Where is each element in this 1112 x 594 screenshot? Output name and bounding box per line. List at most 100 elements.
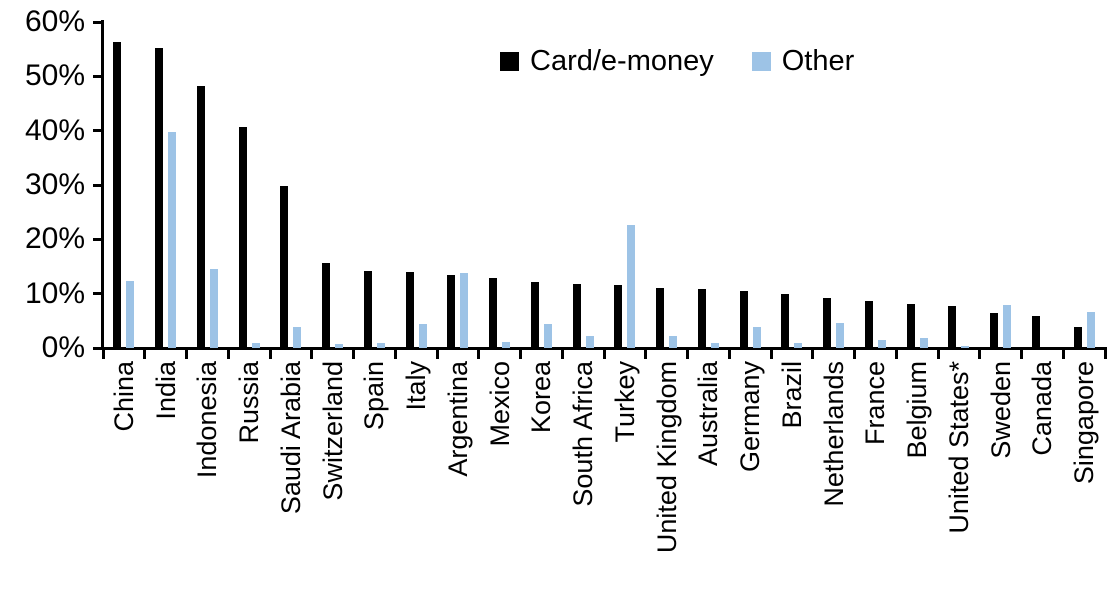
x-tick-7 bbox=[393, 350, 397, 359]
x-axis-label-australia: Australia bbox=[693, 361, 724, 467]
x-axis-label-argentina: Argentina bbox=[442, 361, 473, 477]
bar-other-brazil bbox=[794, 342, 803, 348]
y-axis-label-40: 40% bbox=[24, 113, 85, 147]
bar-group-italy bbox=[395, 22, 437, 348]
bar-group-spain bbox=[354, 22, 396, 348]
bar-card-e-money-switzerland bbox=[322, 263, 331, 348]
x-label-cell-canada: Canada bbox=[1022, 361, 1064, 594]
bar-group-united-states bbox=[938, 22, 980, 348]
x-label-cell-south-africa: South Africa bbox=[562, 361, 604, 594]
y-tick-30 bbox=[93, 183, 102, 187]
x-label-cell-korea: Korea bbox=[521, 361, 563, 594]
x-label-cell-sweden: Sweden bbox=[980, 361, 1022, 594]
x-label-cell-argentina: Argentina bbox=[437, 361, 479, 594]
x-tick-24 bbox=[1103, 350, 1107, 359]
x-label-cell-china: China bbox=[103, 361, 145, 594]
x-label-cell-belgium: Belgium bbox=[896, 361, 938, 594]
x-axis-label-indonesia: Indonesia bbox=[192, 361, 223, 479]
bar-group-india bbox=[145, 22, 187, 348]
legend-swatch-card-e-money bbox=[500, 51, 519, 71]
x-axis-label-belgium: Belgium bbox=[902, 361, 933, 459]
bar-group-switzerland bbox=[312, 22, 354, 348]
x-tick-17 bbox=[811, 350, 815, 359]
x-tick-0 bbox=[101, 350, 105, 359]
bar-group-germany bbox=[729, 22, 771, 348]
bar-group-argentina bbox=[437, 22, 479, 348]
bar-other-italy bbox=[418, 323, 427, 348]
bar-group-russia bbox=[228, 22, 270, 348]
x-axis-label-china: China bbox=[108, 361, 139, 432]
y-axis-label-30: 30% bbox=[24, 168, 85, 201]
x-tick-18 bbox=[853, 350, 856, 359]
x-axis-label-turkey: Turkey bbox=[609, 361, 640, 443]
bar-card-e-money-india bbox=[155, 48, 164, 348]
bar-group-canada bbox=[1022, 22, 1064, 348]
x-tick-4 bbox=[268, 350, 272, 359]
bar-card-e-money-korea bbox=[530, 282, 539, 348]
x-tick-11 bbox=[560, 350, 564, 359]
x-tick-21 bbox=[978, 350, 982, 359]
x-tick-22 bbox=[1020, 350, 1023, 359]
x-tick-2 bbox=[185, 350, 188, 359]
legend-label-card-e-money: Card/e-money bbox=[530, 44, 714, 77]
bar-card-e-money-argentina bbox=[447, 275, 456, 348]
x-label-cell-saudi-arabia: Saudi Arabia bbox=[270, 361, 312, 594]
x-label-cell-spain: Spain bbox=[354, 361, 396, 594]
x-tick-13 bbox=[644, 350, 648, 359]
bar-other-turkey bbox=[627, 225, 636, 348]
bar-other-russia bbox=[251, 342, 260, 348]
x-label-cell-australia: Australia bbox=[688, 361, 730, 594]
bar-group-australia bbox=[688, 22, 730, 348]
x-axis-label-united-states: United States* bbox=[943, 361, 974, 534]
bar-other-mexico bbox=[502, 341, 511, 348]
y-tick-10 bbox=[93, 292, 102, 296]
x-label-cell-brazil: Brazil bbox=[771, 361, 813, 594]
x-tick-8 bbox=[435, 350, 439, 359]
x-label-cell-mexico: Mexico bbox=[479, 361, 521, 594]
bar-card-e-money-saudi-arabia bbox=[280, 186, 289, 348]
bar-card-e-money-germany bbox=[739, 290, 748, 348]
bar-group-singapore bbox=[1063, 22, 1105, 348]
y-tick-0 bbox=[93, 346, 102, 350]
x-axis-label-south-africa: South Africa bbox=[568, 361, 599, 507]
bar-other-china bbox=[126, 281, 135, 348]
x-tick-23 bbox=[1061, 350, 1065, 359]
x-axis-label-spain: Spain bbox=[359, 361, 390, 431]
bar-card-e-money-sweden bbox=[990, 312, 999, 348]
x-axis-label-brazil: Brazil bbox=[776, 361, 807, 429]
bar-card-e-money-united-kingdom bbox=[656, 288, 665, 348]
bar-other-korea bbox=[543, 323, 552, 348]
bar-card-e-money-mexico bbox=[489, 277, 498, 348]
bar-group-turkey bbox=[604, 22, 646, 348]
x-tick-9 bbox=[477, 350, 481, 359]
bar-group-netherlands bbox=[813, 22, 855, 348]
x-tick-1 bbox=[143, 350, 147, 359]
x-label-cell-india: India bbox=[145, 361, 187, 594]
x-axis-label-singapore: Singapore bbox=[1069, 361, 1100, 485]
bar-other-belgium bbox=[919, 337, 928, 348]
bar-other-argentina bbox=[460, 272, 469, 348]
x-label-cell-switzerland: Switzerland bbox=[312, 361, 354, 594]
x-tick-6 bbox=[352, 350, 355, 359]
bar-group-united-kingdom bbox=[646, 22, 688, 348]
bar-card-e-money-indonesia bbox=[196, 85, 205, 348]
y-axis-label-0: 0% bbox=[41, 331, 85, 364]
bar-other-spain bbox=[376, 343, 385, 348]
plot-area bbox=[103, 22, 1105, 348]
x-tick-12 bbox=[602, 350, 606, 359]
y-axis-line bbox=[101, 20, 104, 350]
y-axis-label-20: 20% bbox=[24, 222, 85, 256]
bar-card-e-money-italy bbox=[405, 271, 414, 348]
bar-group-france bbox=[855, 22, 897, 348]
y-tick-40 bbox=[93, 129, 102, 133]
x-label-cell-united-states: United States* bbox=[938, 361, 980, 594]
bar-other-australia bbox=[710, 343, 719, 348]
bar-card-e-money-canada bbox=[1031, 315, 1040, 348]
x-tick-5 bbox=[310, 350, 314, 359]
x-label-cell-united-kingdom: United Kingdom bbox=[646, 361, 688, 594]
x-tick-3 bbox=[226, 350, 230, 359]
x-tick-10 bbox=[519, 350, 522, 359]
x-axis-label-russia: Russia bbox=[234, 361, 265, 444]
bar-other-united-states bbox=[961, 346, 970, 348]
